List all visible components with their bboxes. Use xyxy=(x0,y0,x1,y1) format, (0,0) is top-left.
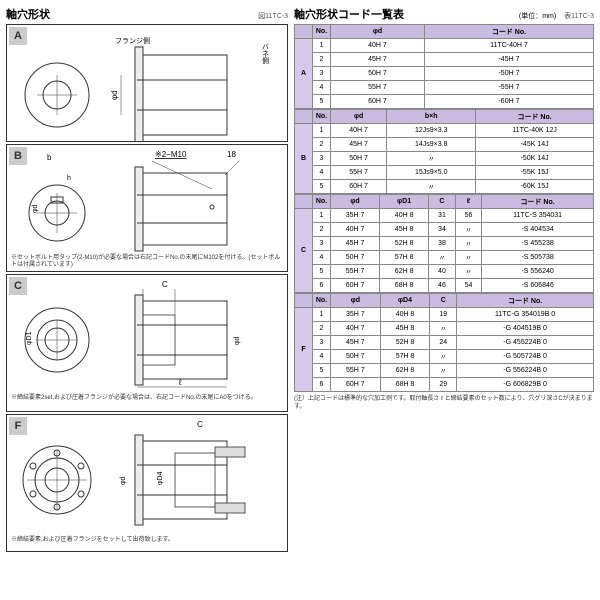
label-spring: バネ側 xyxy=(262,43,270,64)
svg-text:※2−M10: ※2−M10 xyxy=(155,150,187,159)
diagram-f: F C φd xyxy=(6,414,288,552)
svg-text:φd: φd xyxy=(120,476,127,485)
section-label-f: F xyxy=(9,417,27,435)
table-B: No.φdb×hコード No.B140H 712Js9×3.311TC-40K … xyxy=(294,109,594,194)
svg-text:φd: φd xyxy=(234,336,241,345)
note-f: ※締結要素,および圧着フランジをセットして出荷致します。 xyxy=(7,535,287,546)
svg-text:b: b xyxy=(47,153,52,162)
left-title: 軸穴形状 xyxy=(6,6,50,22)
diagram-c: C C φD1 φd ℓ ※締結要素2set,および圧着フラン xyxy=(6,274,288,412)
svg-text:C: C xyxy=(197,420,203,429)
svg-text:ℓ: ℓ xyxy=(178,378,182,387)
svg-text:φd: φd xyxy=(32,204,39,213)
table-F: No.φdφD4Cコード No.F135H 740H 81911TC-G 354… xyxy=(294,293,594,392)
footnote: (注）上記コードは標準的な穴加工例です。取付軸長さ ℓ と締結要素のセット数によ… xyxy=(294,396,594,412)
svg-text:h: h xyxy=(67,175,71,182)
section-label-b: B xyxy=(9,147,27,165)
label-flange: フランジ側 xyxy=(115,36,150,45)
svg-text:φD1: φD1 xyxy=(26,331,33,345)
right-subtitle: 表11TC-3 xyxy=(564,13,594,20)
svg-text:C: C xyxy=(162,280,168,289)
svg-text:φD4: φD4 xyxy=(157,471,164,485)
code-tables: No.φdコード No.A140H 711TC-40H 7245H 7-45H … xyxy=(294,24,594,392)
svg-text:φd: φd xyxy=(110,90,119,100)
right-title: 軸穴形状コード一覧表 xyxy=(294,6,404,22)
table-A: No.φdコード No.A140H 711TC-40H 7245H 7-45H … xyxy=(294,24,594,109)
note-b: ※セットボルト用タップ(2-M10)が必要な場合は右記コードNo.の末尾にM10… xyxy=(7,253,287,271)
section-label-c: C xyxy=(9,277,27,295)
diagram-a: A フランジ側 バネ側 φd xyxy=(6,24,288,142)
note-c: ※締結要素2set,および圧着フランジが必要な場合は、右記コードNo.の末尾にA… xyxy=(7,393,287,404)
unit-label: (単位：mm) xyxy=(519,13,556,20)
table-C: No.φdφD1Cℓコード No.C135H 740H 8315611TC-S … xyxy=(294,194,594,293)
diagram-b: B ※2−M10 18 b h φd ※セットボルト用タップ(2 xyxy=(6,144,288,272)
svg-text:18: 18 xyxy=(227,150,236,159)
section-label-a: A xyxy=(9,27,27,45)
left-subtitle: 図11TC-3 xyxy=(258,11,288,21)
